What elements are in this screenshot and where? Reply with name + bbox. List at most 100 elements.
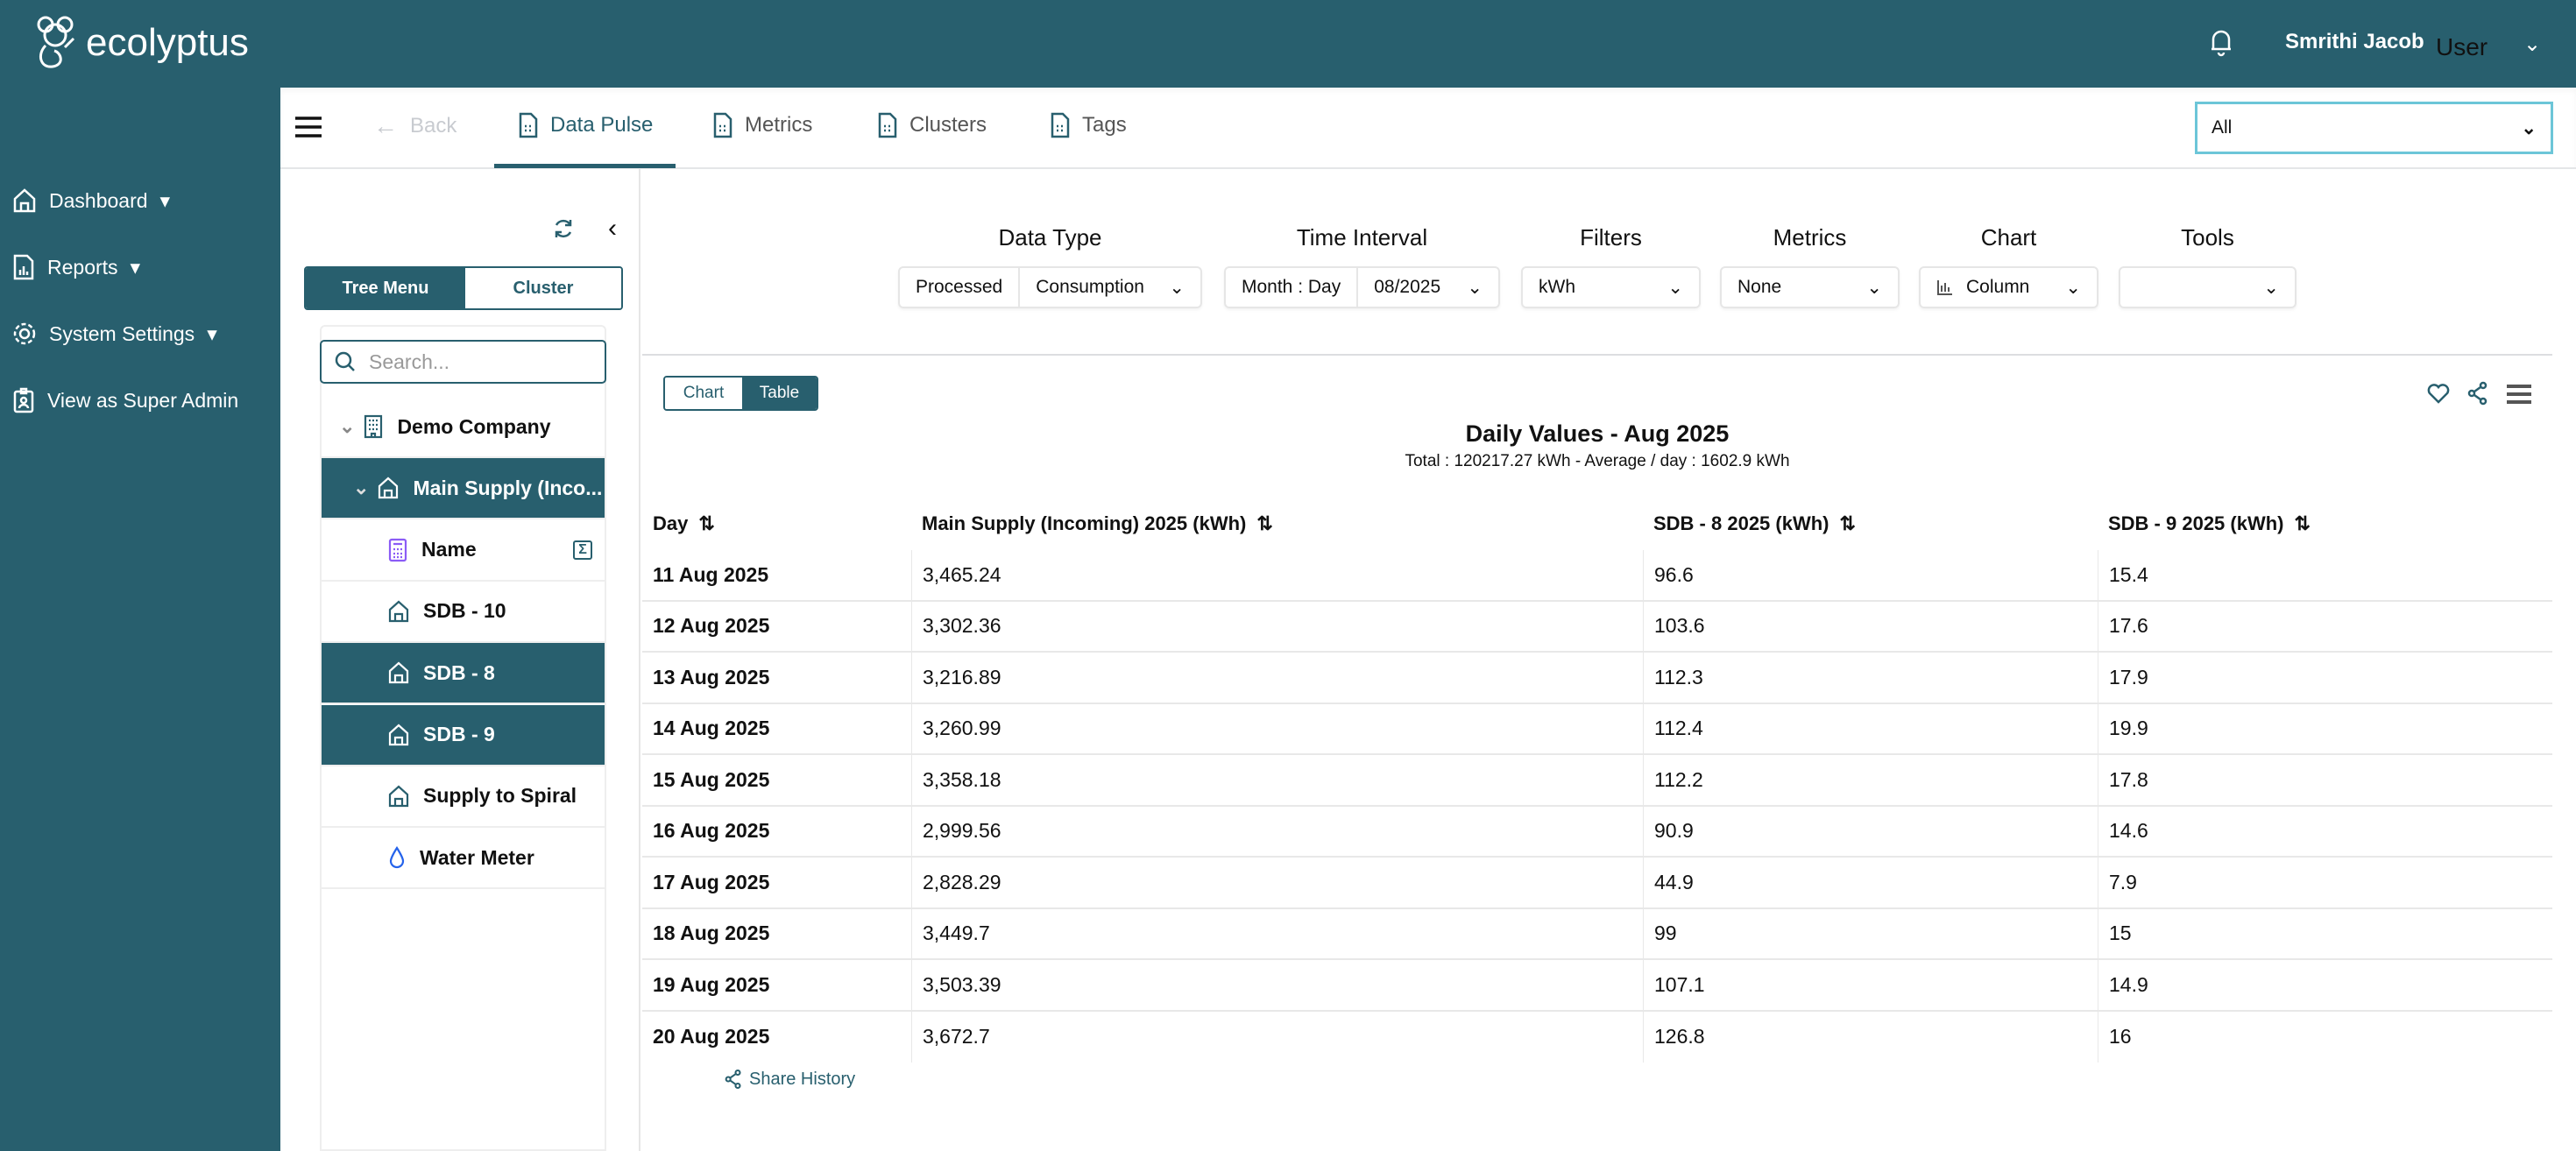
period-select[interactable]: 08/2025 ⌄ — [1356, 268, 1498, 307]
chevron-down-icon: ⌄ — [1467, 277, 1483, 298]
badge-icon — [13, 387, 34, 413]
home-icon — [13, 188, 36, 213]
tree-item-label: SDB - 8 — [423, 660, 495, 684]
table-row: 11 Aug 2025 3,465.24 96.6 15.4 — [642, 550, 2552, 602]
filters-select[interactable]: kWh ⌄ — [1521, 266, 1701, 308]
tree-item-label: Water Meter — [420, 845, 534, 869]
user-name[interactable]: Smrithi Jacob — [2285, 30, 2424, 53]
report-summary: Total : 120217.27 kWh - Average / day : … — [1405, 452, 1790, 470]
tab-data-pulse[interactable]: Data Pulse — [519, 112, 653, 138]
table-cell: 14 Aug 2025 — [653, 717, 770, 740]
active-tab-indicator — [494, 164, 676, 168]
tools-select[interactable]: ⌄ — [2119, 266, 2296, 308]
tree-item[interactable]: SDB - 10 — [322, 582, 605, 643]
home-icon — [388, 724, 409, 746]
table-row: 14 Aug 2025 3,260.99 112.4 19.9 — [642, 703, 2552, 755]
data-type-label: Data Type — [998, 224, 1102, 251]
hamburger-menu-icon[interactable] — [295, 116, 322, 143]
time-interval-control[interactable]: Month : Day 08/2025 ⌄ — [1224, 266, 1500, 308]
left-panel — [280, 169, 640, 1151]
search-input[interactable]: Search... — [320, 340, 606, 384]
table-cell: 126.8 — [1643, 1011, 2098, 1063]
share-history-link[interactable]: Share History — [725, 1069, 855, 1090]
sort-icon[interactable]: ⇅ — [1839, 512, 1856, 534]
sidebar-item-view-as-super-admin[interactable]: View as Super Admin — [12, 387, 238, 413]
chevron-down-icon: ⌄ — [1169, 277, 1185, 298]
tree-item[interactable]: Water Meter — [322, 828, 605, 890]
table-cell: 90.9 — [1643, 806, 2098, 856]
report-title: Daily Values - Aug 2025 — [1465, 420, 1730, 447]
data-mode-button[interactable]: Processed — [916, 277, 1003, 297]
collapse-panel-icon[interactable]: ‹ — [608, 214, 617, 243]
tree-item[interactable]: ⌄ Demo Company — [322, 397, 605, 458]
tree-container — [320, 325, 606, 1151]
table-cell: 14.6 — [2098, 806, 2552, 856]
chart-table-toggle: Chart Table — [663, 376, 818, 411]
metrics-select[interactable]: None ⌄ — [1720, 266, 1900, 308]
logo[interactable]: ecolyptus — [35, 16, 249, 70]
document-icon — [519, 112, 538, 138]
chevron-down-icon: ⌄ — [1667, 277, 1683, 298]
back-button[interactable]: ← Back — [373, 112, 457, 139]
table-view-button[interactable]: Table — [742, 378, 817, 409]
column-header[interactable]: Main Supply (Incoming) 2025 (kWh) ⇅ — [922, 512, 1273, 534]
sidebar-item-reports[interactable]: Reports ▾ — [12, 254, 140, 280]
table-cell: 17.9 — [2098, 653, 2552, 703]
gear-icon — [13, 322, 36, 345]
tree-item[interactable]: Supply to Spiral — [322, 766, 605, 828]
sidebar-item-dashboard[interactable]: Dashboard ▾ — [12, 187, 170, 214]
caret-down-icon: ▾ — [207, 321, 217, 345]
data-type-select[interactable]: Consumption ⌄ — [1018, 268, 1200, 307]
chevron-down-icon[interactable]: ⌄ — [339, 415, 356, 437]
table-cell: 3,465.24 — [911, 550, 1643, 600]
data-type-control[interactable]: Processed Consumption ⌄ — [898, 266, 1202, 308]
refresh-icon[interactable] — [552, 217, 575, 240]
column-header[interactable]: SDB - 8 2025 (kWh) ⇅ — [1653, 512, 1856, 534]
sigma-icon[interactable]: Σ — [573, 540, 592, 560]
share-icon[interactable] — [2467, 381, 2488, 406]
sort-icon[interactable]: ⇅ — [2294, 512, 2311, 534]
site-select[interactable]: All ⌄ — [2195, 102, 2553, 154]
table-cell: 19 Aug 2025 — [653, 972, 770, 996]
table-row: 16 Aug 2025 2,999.56 90.9 14.6 — [642, 806, 2552, 858]
table-cell: 3,302.36 — [911, 601, 1643, 651]
caret-down-icon: ▾ — [130, 255, 141, 279]
data-table: Day ⇅ Main Supply (Incoming) 2025 (kWh) ⇅ SD… — [642, 498, 2552, 1063]
table-cell: 96.6 — [1643, 550, 2098, 600]
divider — [642, 354, 2552, 356]
sort-icon[interactable]: ⇅ — [698, 512, 715, 534]
chevron-down-icon: ⌄ — [2263, 277, 2279, 298]
tree-item-label: SDB - 9 — [423, 723, 495, 745]
bell-icon[interactable] — [2208, 26, 2234, 58]
column-header[interactable]: SDB - 9 2025 (kWh) ⇅ — [2108, 512, 2311, 534]
tree-item[interactable]: SDB - 8 — [322, 643, 605, 705]
column-header[interactable]: Day ⇅ — [653, 512, 715, 534]
chevron-down-icon[interactable]: ⌄ — [2523, 32, 2542, 56]
chart-label: Chart — [1980, 224, 2037, 251]
sidebar-item-system-settings[interactable]: System Settings ▾ — [12, 321, 217, 347]
sort-icon[interactable]: ⇅ — [1256, 512, 1273, 534]
tab-metrics[interactable]: Metrics — [713, 112, 812, 138]
tree-item-label: Supply to Spiral — [423, 784, 577, 808]
tab-clusters[interactable]: Clusters — [878, 112, 987, 138]
chart-view-button[interactable]: Chart — [665, 378, 742, 409]
search-icon — [335, 351, 355, 371]
chart-type-select[interactable]: Column ⌄ — [1919, 266, 2098, 308]
menu-icon[interactable] — [2507, 384, 2531, 405]
chevron-down-icon[interactable]: ⌄ — [353, 477, 370, 499]
user-avatar-alt[interactable]: User — [2436, 33, 2488, 60]
koala-logo-icon — [37, 16, 75, 68]
table-row: 17 Aug 2025 2,828.29 44.9 7.9 — [642, 858, 2552, 909]
tree-item[interactable]: SDB - 9 — [322, 704, 605, 766]
tree-item[interactable]: ⌄ Main Supply (Inco... — [322, 458, 605, 520]
tab-tags[interactable]: Tags — [1051, 112, 1127, 138]
heart-icon[interactable] — [2427, 383, 2450, 404]
tree-menu-button[interactable]: Tree Menu — [306, 268, 465, 308]
table-cell: 3,260.99 — [911, 703, 1643, 753]
cluster-button[interactable]: Cluster — [465, 268, 621, 308]
tree-item[interactable]: Name Σ — [322, 520, 605, 582]
table-cell: 17 Aug 2025 — [653, 870, 770, 893]
chevron-down-icon: ⌄ — [2065, 277, 2081, 298]
table-row: 13 Aug 2025 3,216.89 112.3 17.9 — [642, 653, 2552, 704]
interval-button[interactable]: Month : Day — [1242, 277, 1341, 297]
